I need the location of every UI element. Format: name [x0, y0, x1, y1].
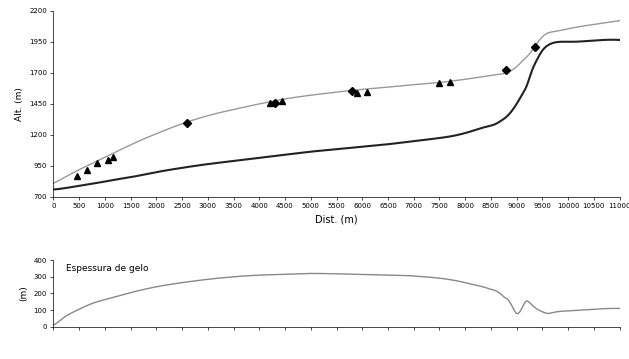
X-axis label: Dist. (m): Dist. (m) — [315, 215, 358, 225]
Y-axis label: (m): (m) — [19, 285, 28, 301]
Y-axis label: Alt. (m): Alt. (m) — [14, 87, 24, 121]
Text: Espessura de gelo: Espessura de gelo — [66, 264, 149, 273]
